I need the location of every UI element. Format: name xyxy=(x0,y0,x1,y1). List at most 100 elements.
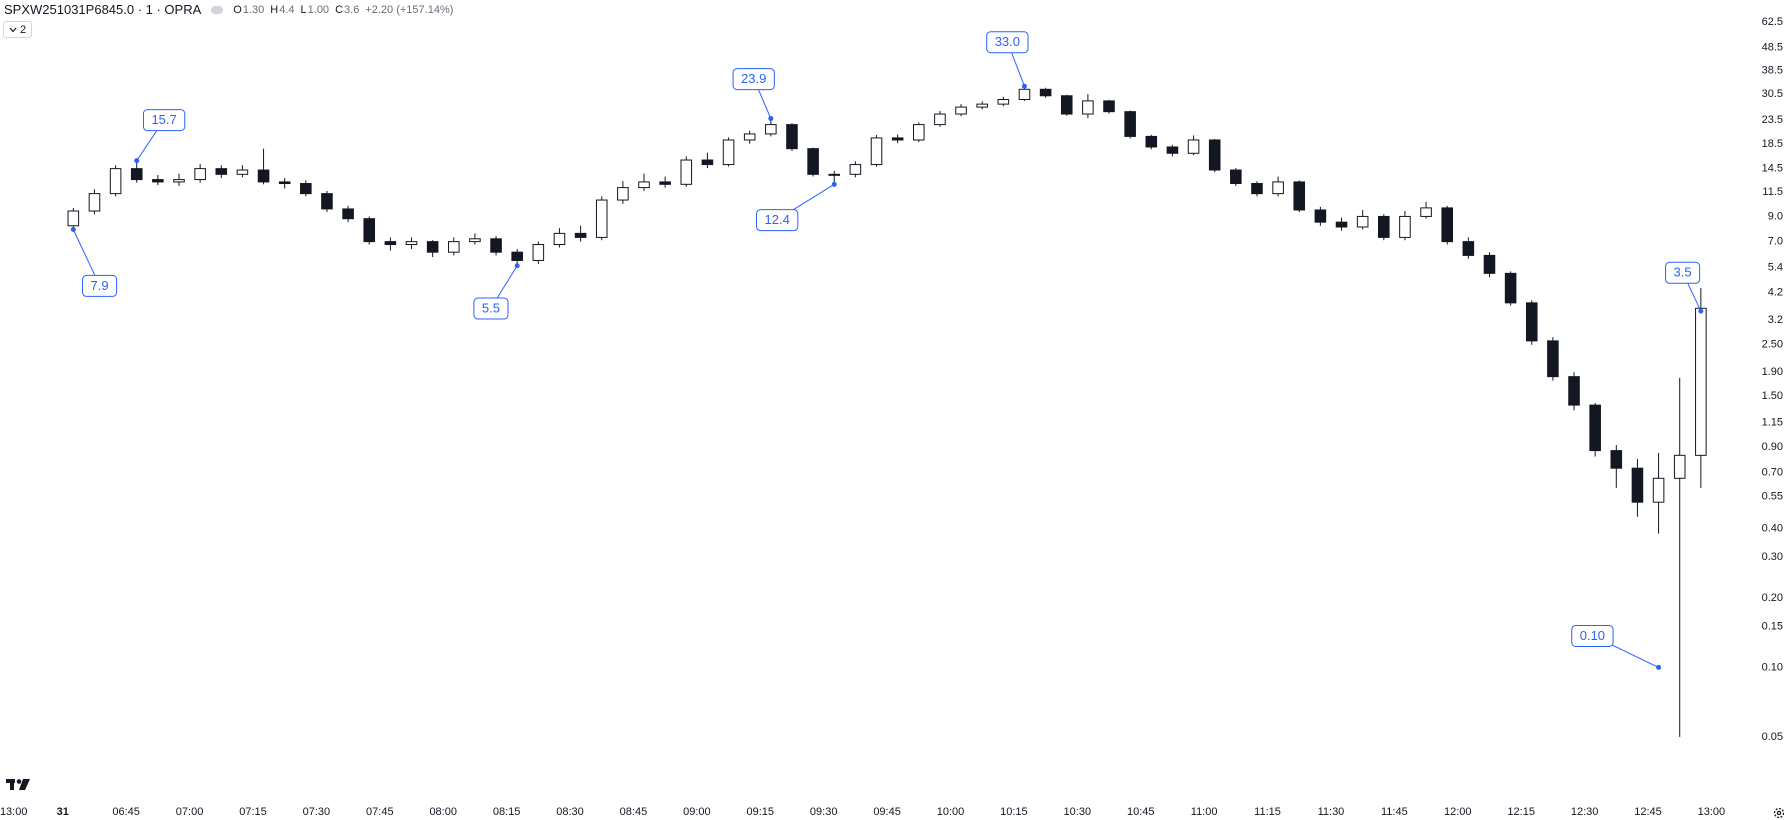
candle-body xyxy=(1166,146,1179,154)
candle-body xyxy=(236,169,249,175)
callout-label: 3.5 xyxy=(1674,265,1692,280)
callout-label: 33.0 xyxy=(995,34,1020,49)
candle-body xyxy=(1673,454,1686,479)
callout-box xyxy=(732,68,775,91)
candle-body xyxy=(1314,209,1327,223)
candle-body xyxy=(1293,181,1306,211)
candle-body xyxy=(617,187,629,201)
callout-label: 7.9 xyxy=(91,278,109,293)
candle-body xyxy=(1018,88,1031,101)
candle-body xyxy=(955,106,967,115)
candle-body xyxy=(870,137,883,166)
candle-body xyxy=(1272,181,1284,195)
y-tick-label: 7.0 xyxy=(1768,236,1783,248)
candle-body xyxy=(173,179,185,183)
candle-body xyxy=(765,124,777,135)
x-tick-label: 10:30 xyxy=(1064,806,1092,818)
price-callout: 7.9 xyxy=(70,227,118,297)
candle-body xyxy=(1356,215,1369,228)
y-tick-label: 0.20 xyxy=(1762,592,1783,604)
callout-point xyxy=(1656,664,1662,670)
y-tick-label: 0.05 xyxy=(1762,731,1783,743)
x-tick-label: 08:30 xyxy=(556,806,584,818)
settings-icon[interactable] xyxy=(1773,807,1785,819)
y-tick-label: 0.40 xyxy=(1762,522,1783,534)
candle-body xyxy=(934,113,946,126)
ohlc-close: C3.6 xyxy=(335,4,359,16)
candle-body xyxy=(469,238,481,243)
candle-body xyxy=(1230,169,1242,185)
candle-body xyxy=(1145,135,1158,148)
x-tick-label: 11:30 xyxy=(1318,806,1345,818)
callout-box xyxy=(1665,261,1701,284)
callout-label: 15.7 xyxy=(151,112,176,127)
candles xyxy=(67,86,1707,737)
y-tick-label: 3.2 xyxy=(1768,314,1783,326)
y-tick-label: 14.5 xyxy=(1762,163,1783,175)
ohlc-value: 3.6 xyxy=(344,3,360,16)
candle-body xyxy=(701,159,714,166)
ohlc-key: O xyxy=(233,3,242,16)
y-tick-label: 18.5 xyxy=(1762,138,1783,150)
callout-box xyxy=(986,31,1029,54)
candle-body xyxy=(342,208,354,220)
indicator-count: 2 xyxy=(20,23,27,36)
candle-body xyxy=(109,168,122,195)
candle-body xyxy=(786,124,798,150)
candle-body xyxy=(913,124,925,141)
x-tick-label: 06:45 xyxy=(112,806,140,818)
callout-point xyxy=(70,227,76,233)
status-pill xyxy=(211,5,224,14)
candle-body xyxy=(88,193,101,212)
candle-body xyxy=(1483,254,1496,274)
ohlc-open: O1.30 xyxy=(233,4,264,16)
ohlc-value: 4.4 xyxy=(279,3,295,16)
candle-body xyxy=(595,199,608,238)
y-tick-label: 1.15 xyxy=(1762,417,1783,429)
candle-body xyxy=(194,168,206,181)
y-tick-label: 30.5 xyxy=(1762,88,1783,100)
chevron-icon xyxy=(9,27,17,32)
indicator-toggle[interactable]: 2 xyxy=(3,21,33,38)
candle-body xyxy=(1335,221,1348,228)
candle-body xyxy=(659,181,671,185)
callout-box xyxy=(1571,624,1614,647)
y-tick-label: 0.70 xyxy=(1762,466,1783,478)
symbol[interactable]: SPXW251031P6845.0 · 1 · OPRA xyxy=(4,2,202,17)
callout-box xyxy=(142,109,186,132)
callout-label: 0.10 xyxy=(1580,628,1605,643)
x-tick-label: 12:00 xyxy=(1444,806,1472,818)
callout-point xyxy=(768,116,774,122)
callout-label: 5.5 xyxy=(482,300,500,315)
candle-body xyxy=(426,241,439,253)
x-tick-label: 31 xyxy=(57,806,69,818)
candle-body xyxy=(67,210,80,227)
candle-body xyxy=(384,241,397,246)
callout-point xyxy=(1021,83,1027,89)
candle-body xyxy=(1103,100,1115,113)
callout-point xyxy=(1698,308,1704,314)
y-tick-label: 2.50 xyxy=(1762,339,1783,351)
change: +2.20 (+157.14%) xyxy=(365,3,454,16)
price-callout: 15.7 xyxy=(134,109,186,164)
y-tick-label: 0.15 xyxy=(1762,621,1783,633)
candle-body xyxy=(215,168,228,175)
candle-body xyxy=(1039,88,1052,97)
ohlc-low: L1.00 xyxy=(301,4,330,16)
x-tick-label: 07:15 xyxy=(239,806,267,818)
candle-body xyxy=(152,179,164,183)
x-tick-label: 09:30 xyxy=(810,806,838,818)
candle-body xyxy=(743,133,756,141)
y-tick-label: 0.55 xyxy=(1762,490,1783,502)
ohlc-values: O1.30 H4.4 L1.00 C3.6 +2.20 (+157.14%) xyxy=(233,4,453,16)
candle-body xyxy=(532,244,545,261)
price-callout: 3.5 xyxy=(1665,261,1704,314)
x-tick-label: 13:00 xyxy=(1698,806,1726,818)
candle-body xyxy=(257,169,270,183)
callout-point xyxy=(514,263,520,269)
candle-body xyxy=(1124,111,1136,137)
candle-body xyxy=(722,139,735,166)
tradingview-logo xyxy=(6,779,30,790)
candle-body xyxy=(1652,477,1665,503)
y-tick-label: 1.50 xyxy=(1762,390,1783,402)
